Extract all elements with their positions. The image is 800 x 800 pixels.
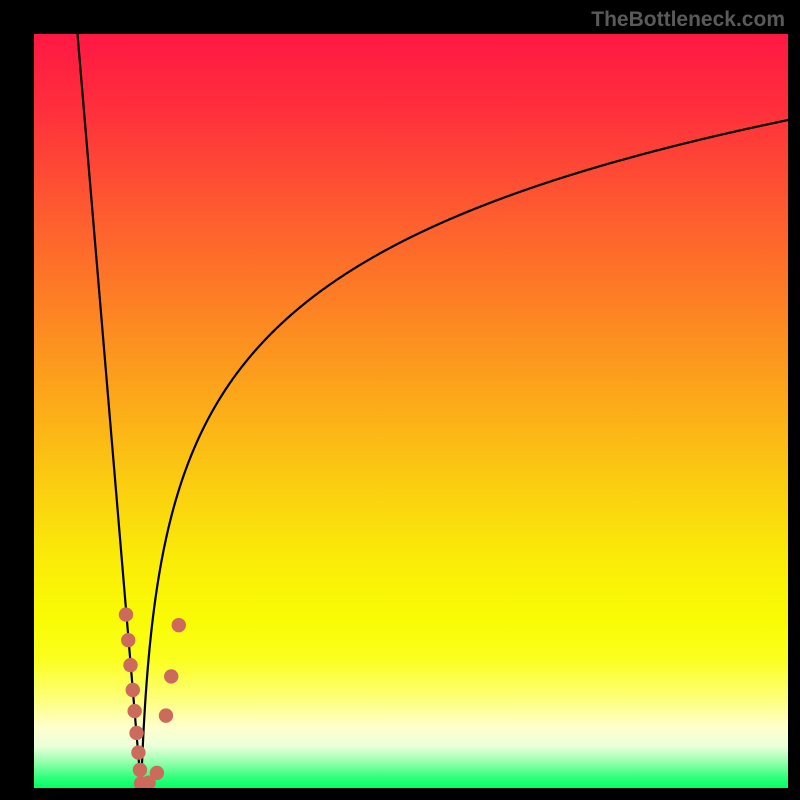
- data-marker: [131, 745, 145, 759]
- data-marker: [126, 683, 140, 697]
- data-marker: [129, 726, 143, 740]
- data-marker: [123, 658, 137, 672]
- data-marker: [164, 669, 178, 683]
- data-marker: [119, 607, 133, 621]
- data-marker: [150, 766, 164, 780]
- data-marker: [159, 708, 173, 722]
- watermark-text: TheBottleneck.com: [591, 8, 785, 32]
- data-marker: [121, 633, 135, 647]
- bottleneck-chart: [34, 34, 788, 788]
- data-marker: [133, 763, 147, 777]
- data-marker: [172, 618, 186, 632]
- data-marker: [127, 704, 141, 718]
- chart-frame: TheBottleneck.com: [0, 0, 800, 800]
